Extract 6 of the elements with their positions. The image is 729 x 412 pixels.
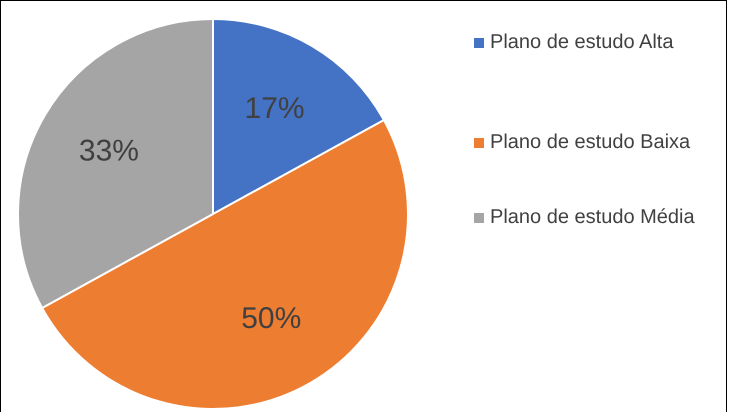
legend-label: Plano de estudo Baixa [490,130,692,155]
data-label: 50% [241,302,302,336]
data-label: 33% [78,134,139,168]
legend-label: Plano de estudo Média [490,205,695,230]
legend-label: Plano de estudo Alta [490,30,674,55]
data-label: 17% [244,92,305,126]
